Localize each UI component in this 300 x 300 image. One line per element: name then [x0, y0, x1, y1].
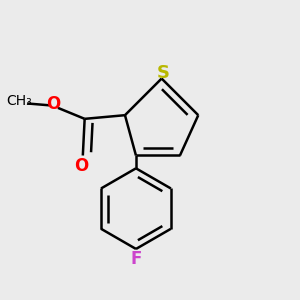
- Text: O: O: [46, 95, 61, 113]
- Text: F: F: [130, 250, 142, 268]
- Text: O: O: [74, 157, 88, 175]
- Text: S: S: [157, 64, 170, 82]
- Text: CH₃: CH₃: [6, 94, 31, 107]
